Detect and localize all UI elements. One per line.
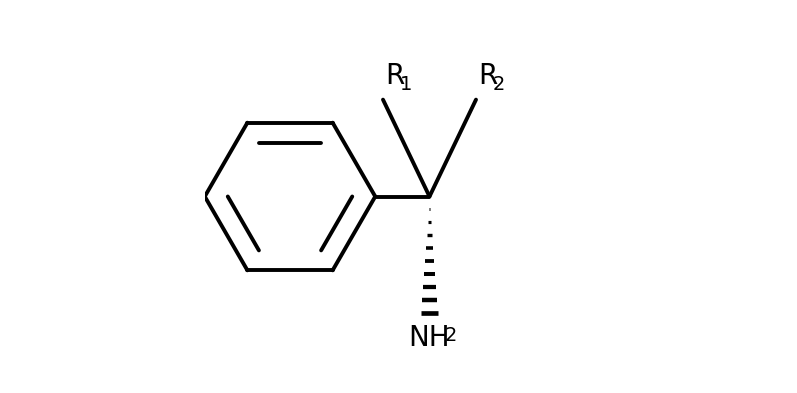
Text: 2: 2 (445, 326, 457, 345)
Text: 1: 1 (399, 75, 412, 94)
Text: R: R (385, 62, 404, 90)
Text: 2: 2 (493, 75, 505, 94)
Text: R: R (478, 62, 497, 90)
Text: NH: NH (409, 324, 450, 353)
